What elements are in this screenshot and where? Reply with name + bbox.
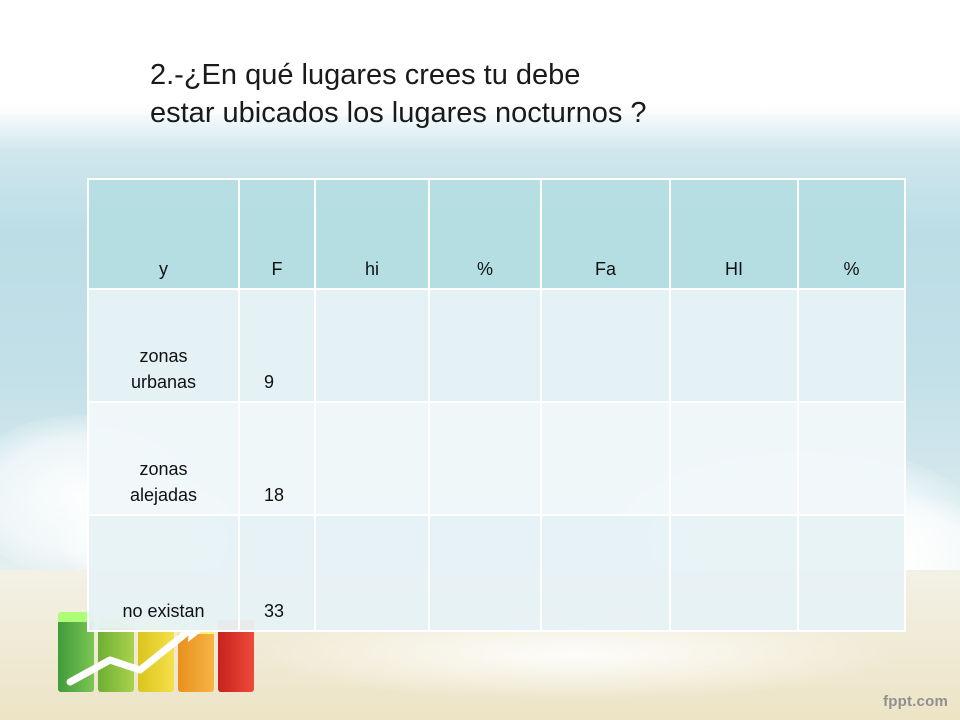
table-row: zonas urbanas 9 [87, 288, 906, 403]
row-label: zonas alejadas [87, 401, 240, 516]
header-hi: hi [314, 178, 430, 290]
header-y: y [87, 178, 240, 290]
header-percent: % [428, 178, 542, 290]
cell-fa [540, 401, 671, 516]
background-top [0, 0, 960, 130]
slide-title: 2.-¿En qué lugares crees tu debe estar u… [150, 56, 870, 132]
frequency-table: y F hi % Fa HI % zonas urbanas 9 [87, 178, 906, 632]
cell-f: 9 [238, 288, 316, 403]
cell-percent [428, 514, 542, 632]
cell-hi-cumulative [669, 401, 799, 516]
cell-percent [428, 288, 542, 403]
green-bar-block [58, 612, 94, 692]
cell-percent [428, 401, 542, 516]
title-line-2: estar ubicados los lugares nocturnos ? [150, 97, 647, 129]
footer-brand: fppt.com [883, 693, 948, 710]
cell-hi-cumulative [669, 514, 799, 632]
cell-hi-cumulative [669, 288, 799, 403]
cell-hi [314, 288, 430, 403]
cell-hi [314, 401, 430, 516]
cell-fa [540, 514, 671, 632]
red-bar-block [218, 620, 254, 692]
cell-hi [314, 514, 430, 632]
header-percent-cumulative: % [797, 178, 906, 290]
table-row: no existan 33 [87, 514, 906, 632]
cell-percent-cumulative [797, 514, 906, 632]
row-label: zonas urbanas [87, 288, 240, 403]
table-row: zonas alejadas 18 [87, 401, 906, 516]
cell-fa [540, 288, 671, 403]
table-header-row: y F hi % Fa HI % [87, 178, 906, 290]
title-line-1: 2.-¿En qué lugares crees tu debe [150, 59, 581, 91]
header-f: F [238, 178, 316, 290]
cell-percent-cumulative [797, 401, 906, 516]
cell-f: 18 [238, 401, 316, 516]
row-label: no existan [87, 514, 240, 632]
header-hi-cumulative: HI [669, 178, 799, 290]
cell-percent-cumulative [797, 288, 906, 403]
header-fa: Fa [540, 178, 671, 290]
cell-f: 33 [238, 514, 316, 632]
